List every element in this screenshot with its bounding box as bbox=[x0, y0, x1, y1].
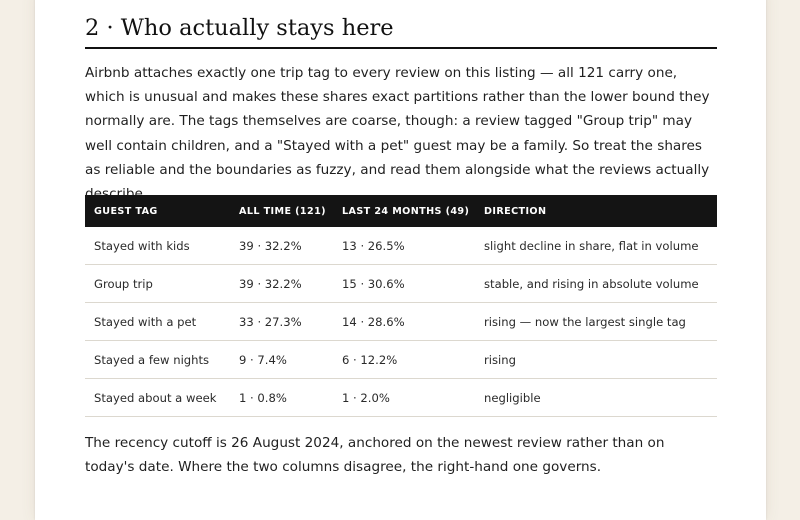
table-row: Stayed with kids 39 · 32.2% 13 · 26.5% s… bbox=[85, 227, 717, 265]
cell-last-24-months: 1 · 2.0% bbox=[333, 378, 475, 417]
cell-last-24-months: 15 · 30.6% bbox=[333, 264, 475, 303]
cell-all-time: 9 · 7.4% bbox=[230, 340, 333, 379]
table-row: Stayed with a pet 33 · 27.3% 14 · 28.6% … bbox=[85, 302, 717, 341]
section-heading: 2 · Who actually stays here bbox=[85, 12, 717, 49]
cell-last-24-months: 13 · 26.5% bbox=[333, 227, 475, 265]
document-page: 2 · Who actually stays here Airbnb attac… bbox=[35, 0, 766, 520]
cell-guest-tag: Stayed a few nights bbox=[85, 340, 230, 379]
cell-guest-tag: Stayed with a pet bbox=[85, 302, 230, 341]
header-all-time: ALL TIME (121) bbox=[230, 195, 333, 227]
cell-all-time: 39 · 32.2% bbox=[230, 264, 333, 303]
header-guest-tag: GUEST TAG bbox=[85, 195, 230, 227]
header-last-24-months: LAST 24 MONTHS (49) bbox=[333, 195, 475, 227]
cell-direction: slight decline in share, flat in volume bbox=[475, 227, 717, 265]
cell-direction: stable, and rising in absolute volume bbox=[475, 264, 717, 303]
cell-guest-tag: Group trip bbox=[85, 264, 230, 303]
cell-direction: rising bbox=[475, 340, 717, 379]
outro-paragraph: The recency cutoff is 26 August 2024, an… bbox=[85, 435, 665, 476]
cell-guest-tag: Stayed about a week bbox=[85, 378, 230, 417]
cell-last-24-months: 6 · 12.2% bbox=[333, 340, 475, 379]
header-direction: DIRECTION bbox=[475, 195, 717, 227]
cell-all-time: 39 · 32.2% bbox=[230, 227, 333, 265]
cell-all-time: 1 · 0.8% bbox=[230, 378, 333, 417]
table-header-row: GUEST TAG ALL TIME (121) LAST 24 MONTHS … bbox=[85, 195, 717, 227]
intro-paragraph: Airbnb attaches exactly one trip tag to … bbox=[85, 65, 710, 202]
table-row: Stayed a few nights 9 · 7.4% 6 · 12.2% r… bbox=[85, 340, 717, 379]
guest-tag-table: GUEST TAG ALL TIME (121) LAST 24 MONTHS … bbox=[85, 195, 717, 417]
cell-all-time: 33 · 27.3% bbox=[230, 302, 333, 341]
cell-last-24-months: 14 · 28.6% bbox=[333, 302, 475, 341]
cell-direction: negligible bbox=[475, 378, 717, 417]
cell-guest-tag: Stayed with kids bbox=[85, 227, 230, 265]
table-row: Group trip 39 · 32.2% 15 · 30.6% stable,… bbox=[85, 264, 717, 303]
cell-direction: rising — now the largest single tag bbox=[475, 302, 717, 341]
table-row: Stayed about a week 1 · 0.8% 1 · 2.0% ne… bbox=[85, 378, 717, 417]
